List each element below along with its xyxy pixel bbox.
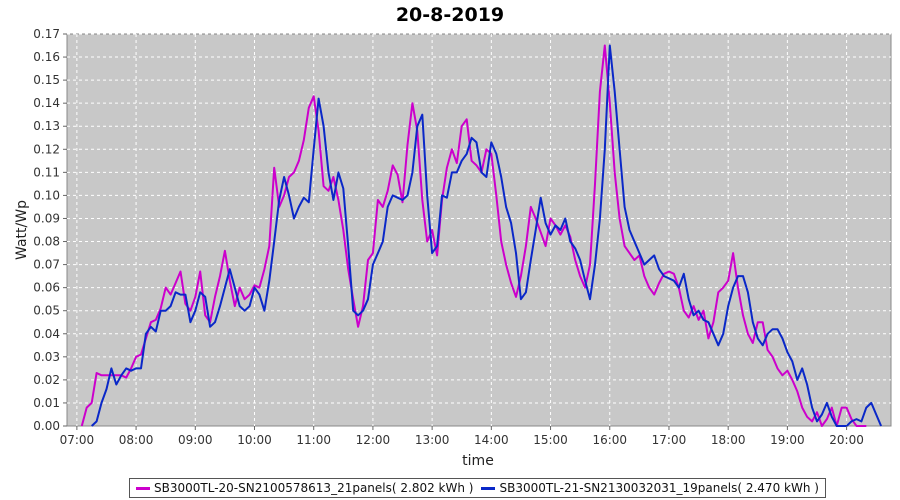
x-tick-label: 11:00 (296, 433, 331, 447)
y-tick-label: 0.02 (33, 373, 60, 387)
y-tick-label: 0.06 (33, 281, 60, 295)
y-tick-label: 0.07 (33, 258, 60, 272)
y-tick-label: 0.04 (33, 327, 60, 341)
y-tick-label: 0.11 (33, 165, 60, 179)
x-tick-label: 19:00 (770, 433, 805, 447)
y-tick-label: 0.14 (33, 96, 60, 110)
legend-swatch (481, 486, 496, 490)
x-tick-label: 10:00 (237, 433, 272, 447)
x-axis: 07:00 08:00 09:00 10:00 11:00 12:00 13:00 14:00… (60, 426, 864, 447)
legend-swatch (136, 486, 150, 490)
y-axis-title: Watt/Wp (14, 200, 30, 260)
legend-label: SB3000TL-21-SN2130032031_19panels( 2.470… (499, 481, 819, 495)
x-tick-label: 16:00 (592, 433, 627, 447)
y-tick-label: 0.12 (33, 142, 60, 156)
x-axis-title: time (462, 453, 494, 469)
y-tick-label: 0.10 (33, 188, 60, 202)
x-tick-label: 08:00 (119, 433, 154, 447)
legend-item: SB3000TL-21-SN2130032031_19panels( 2.470… (481, 481, 819, 495)
y-tick-label: 0.15 (33, 73, 60, 87)
x-tick-label: 15:00 (533, 433, 568, 447)
y-tick-label: 0.05 (33, 304, 60, 318)
legend-item: SB3000TL-20-SN2100578613_21panels( 2.802… (136, 481, 473, 495)
x-tick-label: 18:00 (711, 433, 746, 447)
x-tick-label: 20:00 (829, 433, 864, 447)
y-tick-label: 0.17 (33, 27, 60, 41)
series-line-1 (80, 44, 867, 427)
series-layer (80, 44, 883, 427)
series-line-2 (91, 44, 883, 427)
y-tick-label: 0.03 (33, 350, 60, 364)
y-tick-label: 0.01 (33, 396, 60, 410)
y-tick-label: 0.13 (33, 119, 60, 133)
x-tick-label: 09:00 (178, 433, 213, 447)
x-tick-label: 14:00 (474, 433, 509, 447)
y-tick-label: 0.00 (33, 419, 60, 433)
legend-label: SB3000TL-20-SN2100578613_21panels( 2.802… (154, 481, 474, 495)
y-axis: 0.00 0.01 0.02 0.03 0.04 0.05 0.06 0.07 0.08 0.09… (33, 27, 67, 433)
plot-area (66, 33, 892, 427)
y-tick-label: 0.16 (33, 50, 60, 64)
gridlines (67, 33, 891, 426)
x-tick-label: 07:00 (60, 433, 95, 447)
y-tick-label: 0.09 (33, 211, 60, 225)
x-tick-label: 17:00 (652, 433, 687, 447)
y-tick-label: 0.08 (33, 235, 60, 249)
chart-title: 20-8-2019 (396, 4, 504, 26)
x-tick-label: 13:00 (415, 433, 450, 447)
legend: SB3000TL-20-SN2100578613_21panels( 2.802… (129, 478, 826, 498)
x-tick-label: 12:00 (356, 433, 391, 447)
